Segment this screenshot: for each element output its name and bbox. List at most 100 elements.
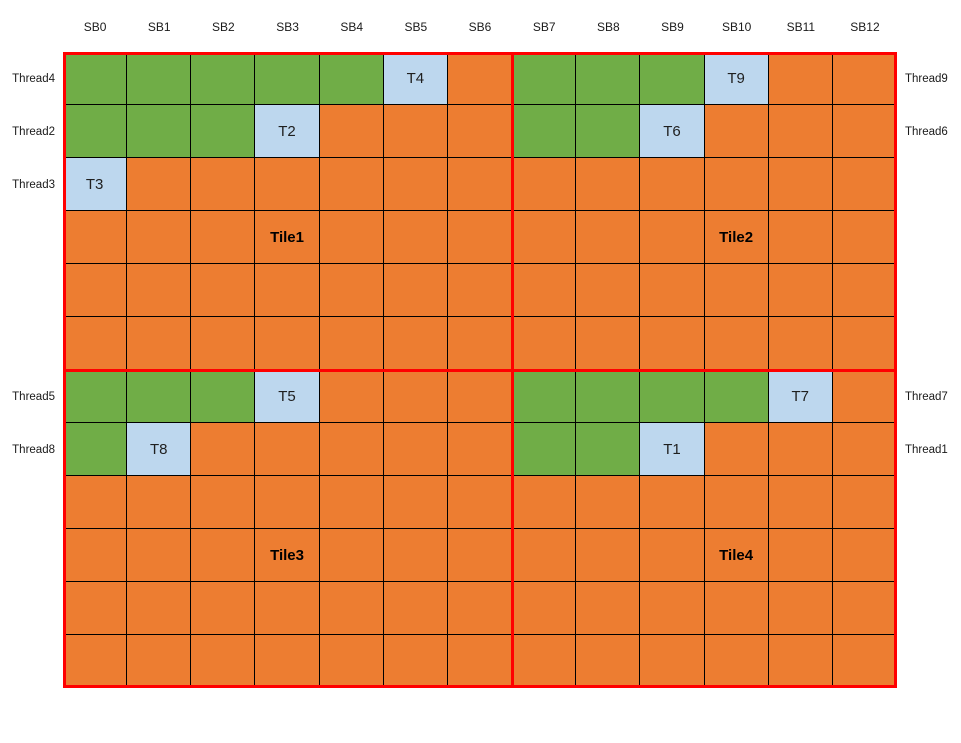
grid-cell-r2-c7 (447, 105, 513, 158)
grid-cell-r12-c9 (576, 635, 641, 688)
grid-cell-r8-c4 (255, 423, 320, 476)
grid-cell-r8-c5 (319, 423, 384, 476)
grid-cell-r4-c4: Tile1 (255, 211, 320, 264)
thread-marker-label: T1 (663, 440, 681, 458)
grid-cell-r4-c1 (63, 211, 128, 264)
grid-cell-r1-c9 (576, 52, 641, 105)
grid-cell-r6-c2 (127, 317, 192, 370)
grid-cell-r10-c13 (832, 529, 897, 582)
grid-cell-r11-c6 (383, 582, 448, 635)
grid-cell-r12-c12 (768, 635, 833, 688)
grid-cell-r6-c7 (447, 317, 513, 370)
grid-cell-r10-c5 (319, 529, 384, 582)
grid-cell-r8-c6 (383, 423, 448, 476)
grid-cell-r8-c10: T1 (640, 423, 705, 476)
grid-cell-r1-c4 (255, 52, 320, 105)
grid-cell-r8-c9 (576, 423, 641, 476)
grid-cell-r3-c1: T3 (63, 158, 128, 211)
grid-cell-r12-c10 (640, 635, 705, 688)
grid-cell-r11-c5 (319, 582, 384, 635)
tile-name-label: Tile2 (719, 228, 754, 246)
grid-cell-r7-c13 (832, 370, 897, 423)
grid-cell-r3-c2 (127, 158, 192, 211)
grid-cell-r7-c8 (512, 370, 577, 423)
grid-cell-r5-c1 (63, 264, 128, 317)
grid-cell-r3-c4 (255, 158, 320, 211)
grid-cell-r11-c9 (576, 582, 641, 635)
column-header-sb2: SB2 (212, 20, 235, 34)
grid-cell-r2-c3 (191, 105, 256, 158)
grid-cell-r6-c6 (383, 317, 448, 370)
tile-name-label: Tile3 (270, 546, 304, 564)
grid-cell-r3-c7 (447, 158, 513, 211)
grid-cell-r9-c10 (640, 476, 705, 529)
grid-cell-r12-c4 (255, 635, 320, 688)
thread-marker-label: T6 (663, 122, 681, 140)
grid-cell-r2-c11 (704, 105, 769, 158)
grid-cell-r3-c13 (832, 158, 897, 211)
column-header-sb1: SB1 (147, 20, 171, 34)
column-headers: SB0 SB1 SB2 SB3 SB4 SB5 SB6 SB7 SB8 SB9 SB10 SB11 SB… (63, 14, 897, 40)
grid-cell-r1-c8 (512, 52, 577, 105)
grid-cell-r5-c2 (127, 264, 192, 317)
grid-cell-r3-c8 (512, 158, 577, 211)
grid-cell-r12-c7 (447, 635, 513, 688)
grid-cell-r5-c13 (832, 264, 897, 317)
grid-cell-r4-c2 (127, 211, 192, 264)
grid-cell-r10-c3 (191, 529, 256, 582)
column-header-sb8: SB8 (596, 20, 620, 34)
grid-cell-r2-c2 (127, 105, 192, 158)
grid-cell-r7-c11 (704, 370, 769, 423)
grid-cell-r8-c11 (704, 423, 769, 476)
grid-cell-r6-c1 (63, 317, 128, 370)
thread-label-thread7: Thread7 (905, 390, 948, 403)
grid-cell-r10-c10 (640, 529, 705, 582)
thread-marker-label: T8 (149, 440, 168, 458)
grid-cell-r5-c4 (255, 264, 320, 317)
grid-cell-r9-c5 (319, 476, 384, 529)
grid-cell-r2-c8 (512, 105, 577, 158)
grid-cell-r2-c4: T2 (255, 105, 320, 158)
column-header-sb6: SB6 (468, 20, 492, 34)
grid-cell-r10-c8 (512, 529, 577, 582)
thread-marker-label: T2 (278, 122, 296, 140)
grid-cell-r11-c7 (447, 582, 513, 635)
column-header-sb4: SB4 (340, 20, 364, 34)
grid-cell-r10-c4: Tile3 (255, 529, 320, 582)
grid-cell-r7-c6 (383, 370, 448, 423)
thread-marker-label: T3 (85, 175, 104, 193)
thread-label-thread3: Thread3 (12, 178, 55, 191)
grid-cell-r9-c11 (704, 476, 769, 529)
column-header-sb12: SB12 (850, 20, 880, 34)
grid-cell-r8-c7 (447, 423, 513, 476)
grid-cell-r11-c2 (127, 582, 192, 635)
grid-cell-r1-c6: T4 (383, 52, 448, 105)
grid-cell-r9-c12 (768, 476, 833, 529)
grid-cell-r10-c9 (576, 529, 641, 582)
grid-cell-r5-c3 (191, 264, 256, 317)
grid-cell-r9-c7 (447, 476, 513, 529)
grid-cell-r5-c11 (704, 264, 769, 317)
grid-cell-r5-c5 (319, 264, 384, 317)
grid-cell-r2-c13 (832, 105, 897, 158)
grid-cell-r5-c9 (576, 264, 641, 317)
thread-marker-label: T9 (727, 69, 745, 87)
thread-label-thread8: Thread8 (12, 443, 55, 456)
thread-label-thread1: Thread1 (905, 443, 948, 456)
grid: T4 T9 T2 T6 T3 Tile1 Tile2 T5 T7 T8 T1 Tile3 Tile4 (63, 52, 897, 688)
grid-cell-r6-c11 (704, 317, 769, 370)
grid-cell-r6-c5 (319, 317, 384, 370)
thread-labels-right: Thread9 Thread6 Thread7 Thread1 (901, 52, 961, 688)
grid-cell-r10-c11: Tile4 (704, 529, 769, 582)
grid-cell-r1-c7 (447, 52, 513, 105)
grid-cell-r11-c12 (768, 582, 833, 635)
tile-name-label: Tile1 (270, 228, 304, 246)
grid-cell-r10-c7 (447, 529, 513, 582)
grid-cell-r7-c5 (319, 370, 384, 423)
grid-cell-r6-c3 (191, 317, 256, 370)
grid-cell-r10-c1 (63, 529, 128, 582)
thread-marker-label: T7 (791, 387, 810, 405)
grid-cell-r9-c2 (127, 476, 192, 529)
grid-cell-r4-c13 (832, 211, 897, 264)
thread-label-thread6: Thread6 (905, 125, 948, 138)
